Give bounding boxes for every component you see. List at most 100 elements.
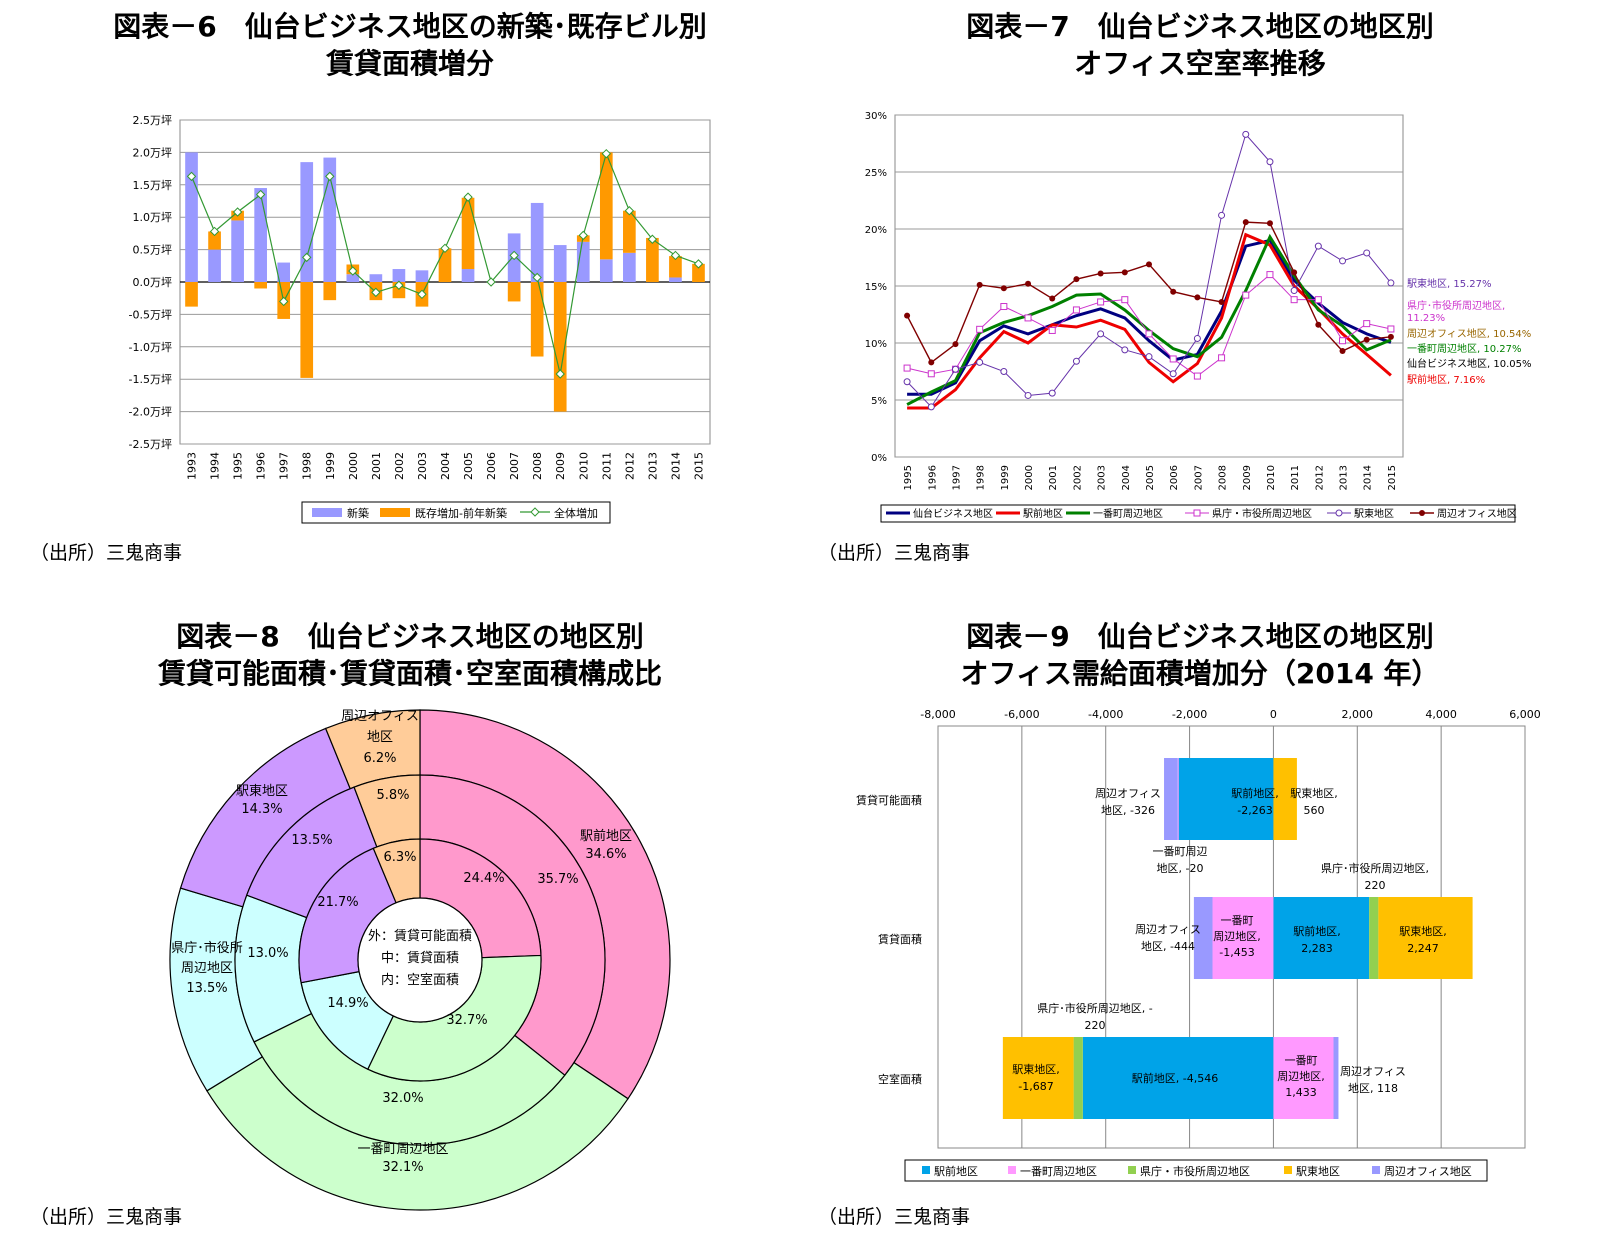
chart6-line-marker — [647, 234, 658, 244]
chart6-line-marker — [601, 148, 612, 159]
chart6-bar-new — [231, 220, 244, 282]
chart6-bar-existing — [300, 282, 314, 378]
chart6-x-tick-label: 1994 — [209, 452, 222, 480]
chart7-x-tick-label: 2003 — [1097, 465, 1108, 490]
chart7-source: （出所）三鬼商事 — [818, 542, 971, 564]
chart6-x-tick-label: 1997 — [278, 452, 291, 480]
chart9-source: （出所）三鬼商事 — [818, 1206, 971, 1228]
chart9-x-tick-label: -6,000 — [1004, 708, 1039, 721]
chart9-bar-series3 — [1378, 897, 1473, 979]
chart6-legend-label-existing: 既存増加-前年新築 — [415, 506, 507, 520]
chart7-x-tick-label: 1997 — [951, 465, 962, 490]
chart7-marker-square — [1314, 296, 1322, 304]
chart9-data-label-r1-kencho-line0: 県庁･市役所周辺地区, — [1321, 861, 1429, 875]
chart7-marker-dot — [1025, 280, 1032, 287]
chart7-y-tick-label: 20% — [865, 225, 887, 236]
chart9-data-label-r0-ichibancho-line1: 地区, -20 — [1157, 862, 1204, 875]
chart8-middle-label: 13.0% — [247, 946, 288, 961]
chart9-bar-series1 — [1177, 758, 1179, 840]
chart7-marker-square — [1121, 296, 1129, 304]
chart7-marker-dot — [1170, 288, 1177, 295]
chart9-data-label-r1-office-line0: 周辺オフィス — [1135, 923, 1201, 936]
chart6-legend-swatch-new — [312, 508, 342, 517]
chart6-legend-label-new: 新築 — [347, 506, 369, 520]
chart8-inner-label: 32.7% — [446, 1013, 487, 1028]
chart8-outer-label-ekimae-line1: 34.6% — [585, 847, 626, 862]
chart6-bar-new — [346, 274, 360, 282]
chart7-legend-marker — [1335, 509, 1343, 517]
chart7-y-tick-label: 5% — [871, 396, 887, 407]
chart9-bar-series1 — [1273, 1037, 1334, 1119]
chart6-title-line1: 図表－6 仙台ビジネス地区の新築･既存ビル別 — [113, 10, 707, 43]
chart7-marker-circle — [1314, 242, 1322, 250]
chart9-bar-series0 — [1082, 1037, 1274, 1119]
chart8-outer-label-ekimae-line0: 駅前地区 — [580, 828, 632, 844]
chart7-marker-square — [1097, 298, 1105, 306]
chart6-x-tick-label: 1998 — [301, 452, 314, 480]
chart6-bar-new — [623, 252, 636, 282]
chart9-data-label-r1-ekihigashi-line1: 2,247 — [1407, 942, 1439, 955]
chart6-bar-existing — [692, 263, 705, 282]
chart7-legend-marker — [1193, 509, 1201, 517]
chart7-x-tick-label: 2005 — [1145, 465, 1156, 490]
chart6-x-tick-label: 2002 — [393, 452, 406, 480]
chart6-line-marker — [578, 230, 588, 241]
chart9-legend-label: 県庁・市役所周辺地区 — [1140, 1164, 1250, 1178]
chart6-bar-new — [369, 274, 383, 282]
chart6-bar-existing — [553, 282, 567, 412]
chart7-x-tick-label: 2015 — [1387, 465, 1398, 490]
chart6-legend-swatch-existing — [380, 508, 410, 517]
chart6-line-marker — [232, 207, 243, 217]
chart9-x-tick-label: 0 — [1270, 708, 1277, 721]
chart7-marker-dot — [1315, 321, 1322, 328]
chart8-inner-label: 24.4% — [463, 871, 504, 886]
chart7-marker-square — [1048, 326, 1056, 334]
chart6-legend-marker-total — [530, 507, 540, 517]
chart9-data-label-r1-ekihigashi-line0: 駅東地区, — [1399, 925, 1447, 938]
chart7-legend-label: 周辺オフィス地区 — [1437, 507, 1517, 520]
chart8-center-text-line1: 中：賃貸面積 — [381, 950, 459, 966]
chart8-title-line2: 賃貸可能面積･賃貸面積･空室面積構成比 — [157, 657, 662, 690]
chart7-marker-square — [1363, 320, 1371, 328]
chart9-data-label-r1-ichibancho-line2: -1,453 — [1219, 946, 1254, 959]
chart9-x-tick-label: 2,000 — [1342, 708, 1374, 721]
chart6-line-marker — [463, 192, 473, 202]
chart6-bar-existing — [254, 282, 267, 289]
chart8-outer-label-ekihigashi-line1: 14.3% — [241, 802, 282, 817]
chart6-bar-existing — [507, 282, 521, 302]
chart8-middle-label: 35.7% — [537, 872, 578, 887]
chart9-data-label-r0-office-line1: 地区, -326 — [1101, 804, 1155, 817]
chart6-line-marker — [394, 280, 404, 290]
chart6-legend-label-total: 全体増加 — [554, 506, 598, 520]
chart6-line-marker — [532, 272, 542, 283]
chart6-bar-new — [530, 202, 544, 282]
chart7-x-tick-label: 2004 — [1121, 465, 1132, 490]
chart8-source: （出所）三鬼商事 — [30, 1206, 183, 1228]
chart7-marker-circle — [1339, 257, 1347, 265]
chart7-marker-circle — [1218, 211, 1226, 219]
chart7-marker-circle — [1000, 368, 1008, 375]
chart7-marker-dot — [1073, 276, 1080, 283]
chart6-line-marker — [325, 171, 335, 182]
chart9-category-label: 賃貸可能面積 — [856, 793, 922, 807]
chart7-title-line1: 図表－7 仙台ビジネス地区の地区別 — [966, 10, 1434, 43]
chart9-legend — [904, 1159, 1488, 1182]
chart7-x-tick-label: 2001 — [1048, 465, 1059, 490]
chart6-bar-new — [415, 270, 429, 282]
chart9-data-label-r2-ichibancho-line1: 周辺地区, — [1277, 1070, 1325, 1083]
chart7-legend-label: 駅東地区 — [1354, 507, 1394, 520]
chart7-marker-circle — [1121, 346, 1129, 354]
chart7-end-label: 周辺オフィス地区, 10.54% — [1407, 327, 1531, 340]
chart9-data-label-r2-kencho-line0: 県庁･市役所周辺地区, - — [1037, 1001, 1152, 1015]
chart8-outer-label-ichibancho-line1: 32.1% — [382, 1160, 423, 1175]
chart6-line-marker — [670, 250, 681, 261]
chart8-outer-label-kencho-line0: 県庁･市役所 — [171, 940, 243, 956]
chart7-x-tick-label: 1996 — [927, 465, 938, 490]
chart7-marker-square — [1193, 372, 1201, 380]
chart7-end-label: 県庁･市役所周辺地区, — [1407, 299, 1505, 312]
chart7-line-series0 — [907, 238, 1392, 396]
chart6-bar-existing — [185, 282, 198, 307]
chart9-bar-series0 — [1178, 758, 1274, 840]
chart6-line-marker — [440, 243, 450, 254]
chart7-x-tick-label: 2010 — [1266, 465, 1277, 490]
